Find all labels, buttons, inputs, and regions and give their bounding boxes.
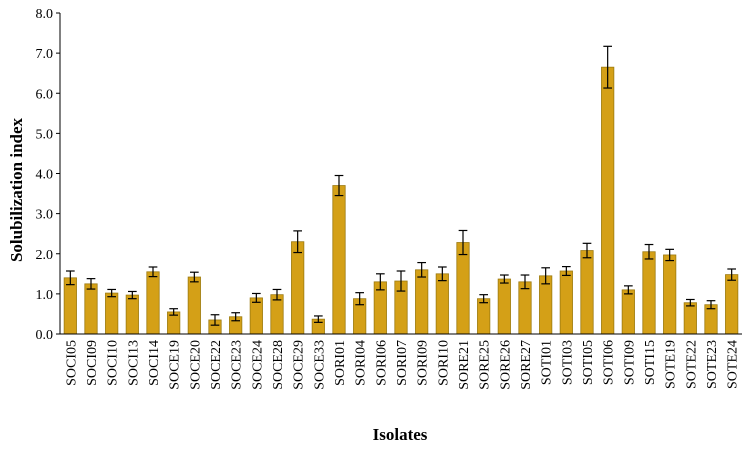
bar-sore27 [518, 281, 532, 335]
bar-sote24 [725, 274, 739, 335]
x-tick-label: SORE25 [478, 340, 493, 390]
x-tick-label: SOCE28 [271, 340, 286, 390]
x-tick-label: SOTE22 [684, 340, 699, 389]
bar-soce29 [291, 241, 305, 335]
x-tick-label: SORI01 [333, 340, 348, 386]
x-tick-label: SORI04 [354, 340, 369, 386]
x-tick-label: SOTI15 [643, 340, 658, 385]
bar-sori10 [435, 273, 449, 335]
x-tick-label: SOCE22 [209, 340, 224, 390]
x-axis-title: Isolates [373, 425, 428, 444]
bar-sote22 [683, 302, 697, 335]
x-tick-label: SOCI13 [126, 340, 141, 386]
x-tick-label: SOCI14 [147, 340, 162, 386]
bars-group [63, 66, 739, 335]
x-tick-label: SOTE19 [664, 340, 679, 389]
y-tick-label: 4.0 [36, 168, 54, 183]
bar-soce24 [249, 297, 263, 335]
x-tick-label: SOCI09 [85, 340, 100, 386]
x-tick-label: SOCE19 [168, 340, 183, 390]
bar-soti06 [601, 66, 615, 335]
bar-soti01 [539, 275, 553, 335]
bar-soci05 [63, 277, 77, 335]
x-tick-label: SOTI06 [602, 340, 617, 385]
bar-soci10 [105, 292, 119, 335]
bar-soti03 [559, 270, 573, 335]
x-tick-label: SORE26 [498, 340, 513, 390]
x-tick-label: SOCE24 [250, 340, 265, 390]
x-tick-label: SOCE23 [230, 340, 245, 390]
bar-soce28 [270, 294, 284, 335]
bar-soci09 [84, 283, 98, 335]
x-tick-label: SOTE24 [726, 340, 741, 389]
x-tick-label: SORI09 [416, 340, 431, 386]
x-tick-label: SORE21 [457, 340, 472, 390]
bar-sore21 [456, 242, 470, 335]
y-tick-label: 1.0 [36, 288, 54, 303]
x-tick-label: SOTI03 [560, 340, 575, 385]
bar-soti15 [642, 251, 656, 335]
x-tick-label: SORI07 [395, 340, 410, 386]
x-tick-label: SOCE33 [312, 340, 327, 390]
bar-sori01 [332, 185, 346, 335]
bar-sote19 [663, 254, 677, 335]
bar-sori09 [415, 269, 429, 335]
x-tick-label: SOCI05 [64, 340, 79, 386]
y-tick-label: 3.0 [36, 208, 54, 223]
x-tick-label: SORE27 [519, 340, 534, 390]
y-tick-label: 0.0 [36, 328, 54, 343]
y-tick-label: 2.0 [36, 248, 54, 263]
x-tick-label: SOCE20 [188, 340, 203, 390]
x-tick-label: SOCI10 [106, 340, 121, 386]
bar-sore25 [477, 298, 491, 335]
x-tick-label: SORI06 [374, 340, 389, 386]
x-tick-label: SOTI09 [622, 340, 637, 385]
y-axis-title: Solubilization index [7, 117, 26, 262]
y-tick-label: 5.0 [36, 127, 54, 142]
y-tick-label: 6.0 [36, 87, 54, 102]
x-tick-label: SOCE29 [292, 340, 307, 390]
y-tick-label: 7.0 [36, 47, 54, 62]
bar-soti05 [580, 250, 594, 335]
x-axis-ticks: SOCI05 SOCI09 SOCI10 SOCI13 SOCI14 SOCE19 SOCE… [64, 340, 740, 390]
bar-soce20 [187, 276, 201, 335]
x-tick-label: SOTI01 [540, 340, 555, 385]
bar-soti09 [621, 289, 635, 335]
bar-soci14 [146, 271, 160, 335]
x-tick-label: SOTE23 [705, 340, 720, 389]
bar-sore26 [497, 278, 511, 335]
y-axis-ticks: 0.0 1.0 2.0 3.0 4.0 5.0 6.0 7.0 8.0 [36, 7, 60, 343]
x-tick-label: SOTI05 [581, 340, 596, 385]
x-tick-label: SORI10 [436, 340, 451, 386]
error-bars-group [65, 45, 737, 326]
y-tick-label: 8.0 [36, 7, 54, 22]
bar-soci13 [125, 294, 139, 335]
